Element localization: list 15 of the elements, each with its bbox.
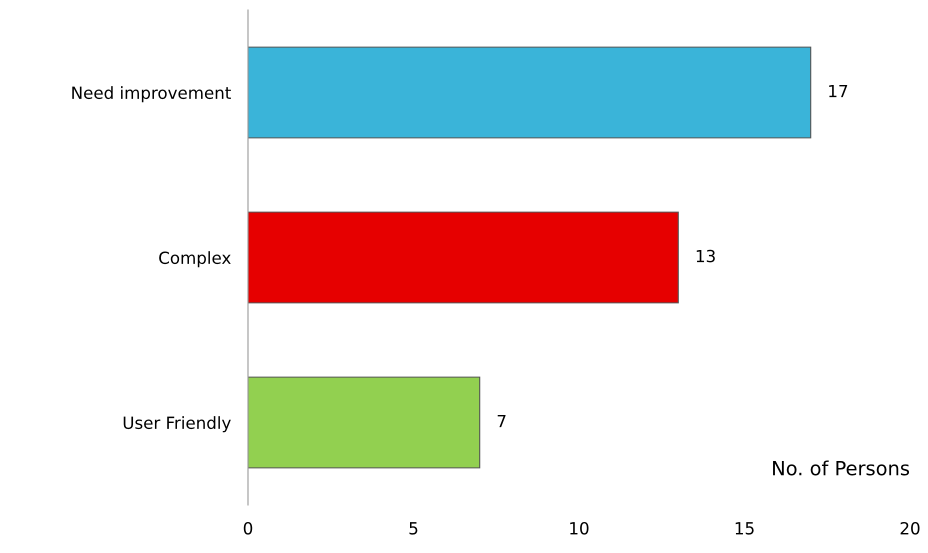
data-label: 13 — [696, 250, 715, 262]
x-tick-label: 5 — [409, 522, 418, 535]
y-tick-label: Need improvement — [72, 86, 231, 102]
data-label: 17 — [829, 84, 848, 98]
bar — [248, 376, 480, 468]
y-tick-label: User Friendly — [124, 416, 231, 432]
data-label: 7 — [498, 414, 506, 428]
bar — [248, 212, 679, 304]
x-tick-label: 10 — [570, 522, 588, 535]
y-tick-label: Complex — [159, 251, 231, 268]
bar — [248, 46, 812, 138]
x-tick-label: 20 — [900, 522, 920, 535]
x-axis-title: No. of Persons — [773, 460, 910, 476]
x-tick-label: 15 — [736, 522, 754, 535]
x-tick-label: 0 — [244, 522, 252, 535]
